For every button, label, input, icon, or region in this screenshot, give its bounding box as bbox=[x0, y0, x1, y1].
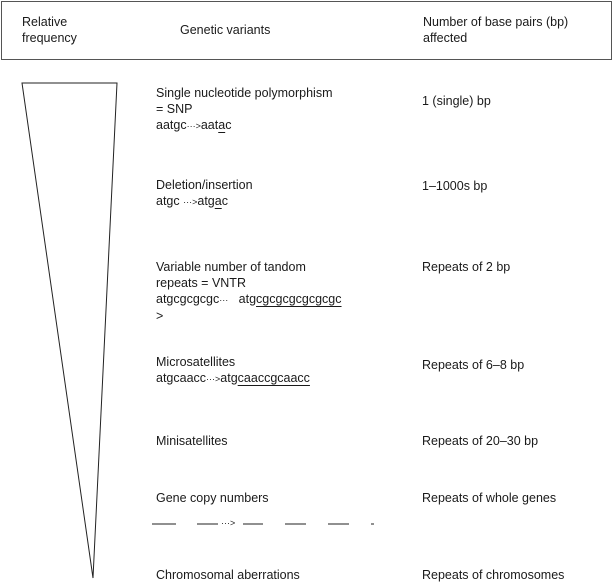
bp-minisatellites: Repeats of 20–30 bp bbox=[422, 434, 539, 448]
arrow: ···> bbox=[206, 374, 221, 384]
seq-before: atgc bbox=[156, 194, 180, 208]
variant-vntr: Variable number of tandom repeats = VNTR… bbox=[156, 259, 342, 324]
gene-copy-arrow: ···> bbox=[221, 518, 236, 528]
arrow: ···> bbox=[186, 121, 201, 131]
seq-marked: a bbox=[218, 118, 226, 132]
frequency-wedge bbox=[21, 82, 118, 579]
header-bp-line2: affected bbox=[423, 31, 468, 45]
seq-marked: cgcgcgcgcgcgc bbox=[256, 292, 342, 306]
seq-tail: c bbox=[225, 118, 232, 132]
seq-marked: caaccgcaacc bbox=[237, 371, 310, 385]
arrow: ··· bbox=[219, 295, 229, 305]
variant-name-line2: = SNP bbox=[156, 102, 193, 116]
arrow-tail: > bbox=[156, 309, 164, 323]
seq-after: atg bbox=[220, 371, 238, 385]
seq-after: atg bbox=[238, 292, 257, 306]
variant-deletion: Deletion/insertion atgc ···>atgac bbox=[156, 177, 253, 210]
header-frequency: Relative frequency bbox=[22, 14, 77, 46]
header-variants: Genetic variants bbox=[180, 23, 271, 37]
variant-name-line2: repeats = VNTR bbox=[156, 276, 246, 290]
seq-tail: c bbox=[221, 194, 228, 208]
bp-gene-copy: Repeats of whole genes bbox=[422, 491, 557, 505]
header-box bbox=[1, 1, 612, 60]
seq-marked: a bbox=[214, 194, 222, 208]
variant-name: Microsatellites bbox=[156, 355, 236, 369]
variant-snp: Single nucleotide polymorphism = SNP aat… bbox=[156, 85, 332, 134]
seq-before: aatgc bbox=[156, 118, 187, 132]
arrow: ···> bbox=[183, 197, 198, 207]
bp-chromosomal: Repeats of chromosomes bbox=[422, 568, 565, 582]
variant-chromosomal: Chromosomal aberrations bbox=[156, 568, 300, 582]
bp-deletion: 1–1000s bp bbox=[422, 179, 488, 193]
seq-before: atgcaacc bbox=[156, 371, 207, 385]
header-frequency-line1: Relative bbox=[22, 15, 68, 29]
bp-snp: 1 (single) bp bbox=[422, 94, 491, 108]
variant-gene-copy: Gene copy numbers bbox=[156, 491, 269, 505]
seq-before: atgcgcgcgc bbox=[156, 292, 220, 306]
header-frequency-line2: frequency bbox=[22, 31, 77, 45]
bp-vntr: Repeats of 2 bp bbox=[422, 260, 511, 274]
header-bp-line1: Number of base pairs (bp) bbox=[423, 15, 569, 29]
variant-name: Variable number of tandom bbox=[156, 260, 306, 274]
variant-name: Deletion/insertion bbox=[156, 178, 253, 192]
header-bp: Number of base pairs (bp) affected bbox=[423, 14, 568, 46]
seq-after: atg bbox=[197, 194, 215, 208]
variant-name: Single nucleotide polymorphism bbox=[156, 86, 333, 100]
seq-after: aat bbox=[200, 118, 219, 132]
variant-microsatellites: Microsatellites atgcaacc···>atgcaaccgcaa… bbox=[156, 354, 310, 387]
variant-minisatellites: Minisatellites bbox=[156, 434, 228, 448]
bp-microsatellites: Repeats of 6–8 bp bbox=[422, 358, 525, 372]
